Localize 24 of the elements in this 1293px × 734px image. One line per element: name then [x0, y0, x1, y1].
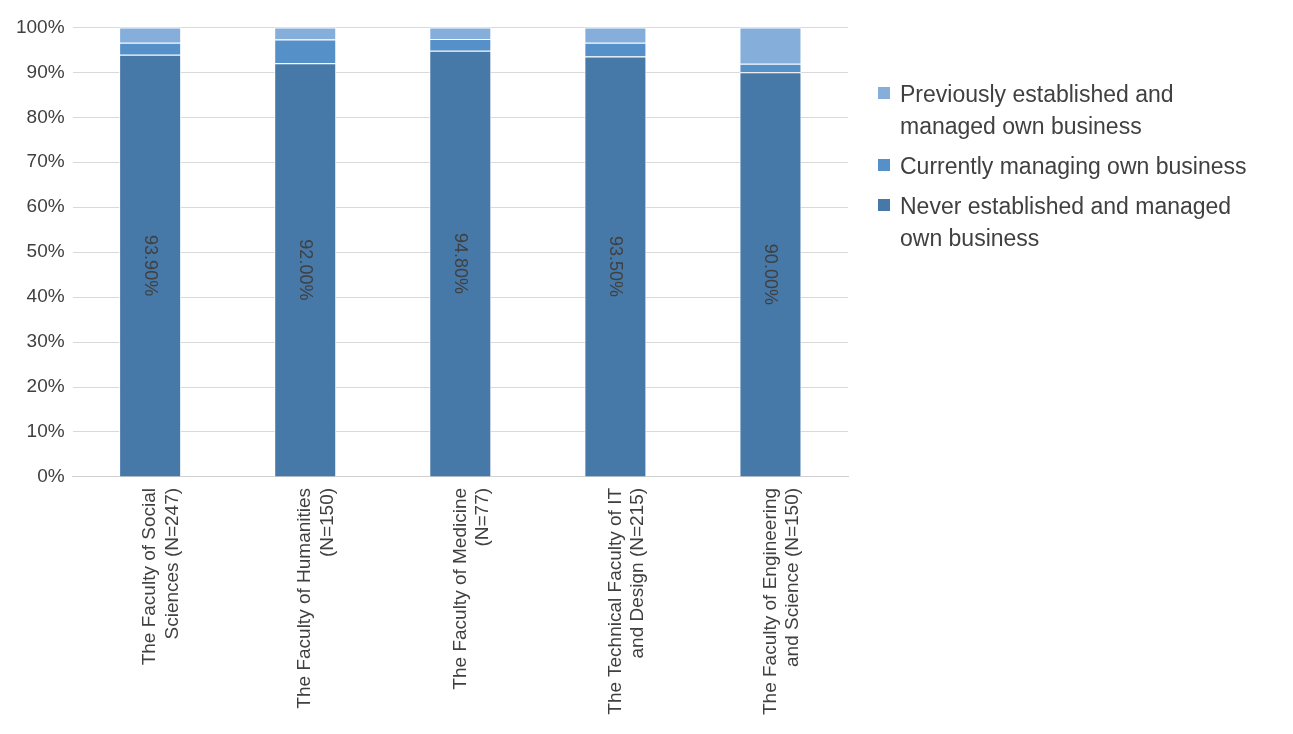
x-tick-label: The Technical Faculty of IT and Design (N=215)	[603, 487, 648, 715]
y-tick-label: 90%	[26, 60, 65, 82]
legend-label: Currently managing own business	[900, 152, 1247, 181]
y-tick-label: 40%	[26, 285, 65, 307]
data-label: 94.80%	[451, 233, 472, 295]
x-tick-label: The Faculty of Humanities (N=150)	[293, 487, 338, 709]
y-tick-label: 100%	[15, 15, 65, 37]
legend-label: Previously established and managed own business	[900, 80, 1175, 141]
legend-label: Never established and managed own business	[900, 192, 1233, 253]
y-tick-label: 0%	[37, 465, 65, 487]
data-label: 93.50%	[606, 235, 627, 298]
y-tick-label: 60%	[26, 195, 65, 217]
x-tick-label: The Faculty of Engineering and Science (N=150)	[758, 487, 803, 716]
y-tick-label: 70%	[26, 150, 65, 172]
y-tick-label: 80%	[26, 105, 65, 127]
y-tick-label: 50%	[26, 240, 65, 262]
data-label: 92.00%	[296, 239, 317, 301]
data-label: 93.90%	[141, 235, 162, 297]
y-tick-label: 10%	[26, 420, 65, 442]
x-tick-label: The Faculty of Medicine (N=77)	[448, 487, 493, 690]
data-label: 90.00%	[761, 243, 782, 305]
y-tick-label: 30%	[26, 330, 65, 352]
y-tick-label: 20%	[26, 375, 65, 397]
x-tick-label: The Faculty of Social Sciences (N=247)	[138, 487, 183, 666]
